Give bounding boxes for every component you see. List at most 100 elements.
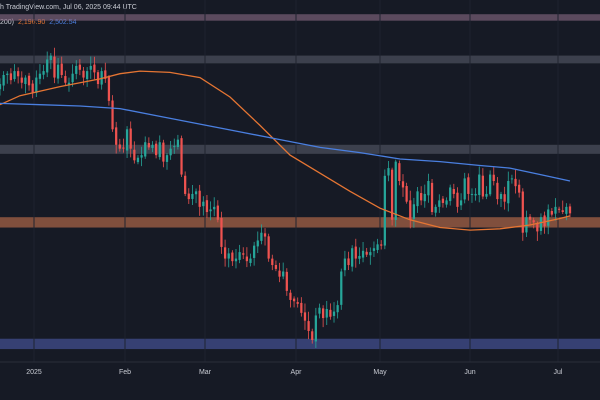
candle-body (412, 204, 416, 219)
candle-body (129, 128, 132, 149)
candle-body (140, 155, 143, 158)
candle-body (314, 315, 317, 342)
candle-body (518, 184, 521, 193)
candle-body (184, 175, 187, 194)
candle (191, 184, 194, 205)
candle-body (187, 193, 190, 200)
candle (202, 196, 205, 216)
candle-body (42, 71, 45, 75)
candle (438, 194, 441, 213)
candle (165, 153, 169, 170)
moving-average-legend: 200) 2,196.90 2,502.54 (0, 19, 77, 26)
candle-body (543, 215, 546, 227)
candle-body (249, 258, 252, 263)
candle (136, 155, 140, 165)
candle-body (423, 193, 426, 202)
candle (158, 135, 161, 160)
candle-body (303, 312, 307, 321)
candle-body (470, 193, 474, 195)
candle-body (536, 223, 539, 232)
candle (336, 300, 339, 319)
candle-body (53, 56, 56, 78)
candle-body (492, 174, 495, 181)
candle-body (6, 73, 9, 75)
candle (220, 211, 223, 254)
candle-body (463, 178, 466, 200)
candle-body (369, 252, 372, 256)
candle-body (198, 190, 201, 207)
candle (518, 179, 521, 198)
x-tick-2025: 2025 (26, 369, 42, 376)
candlestick-series (0, 47, 572, 348)
candle (300, 297, 303, 317)
candle-body (78, 64, 81, 70)
candle (311, 328, 314, 344)
candle-body (521, 191, 524, 233)
candle-body (154, 143, 158, 156)
candle-body (452, 189, 455, 194)
candle-body (263, 233, 267, 237)
candle-body (205, 200, 209, 213)
candle-body (82, 70, 85, 78)
candle-body (278, 270, 281, 277)
candle (49, 53, 52, 70)
candle (539, 213, 543, 235)
candle-body (489, 174, 492, 195)
candle (154, 140, 158, 159)
candle-body (510, 178, 514, 180)
candle-body (351, 248, 354, 267)
candle-body (64, 76, 67, 83)
candle (17, 67, 20, 84)
candle-body (365, 251, 368, 255)
candle (38, 64, 42, 85)
candle-body (202, 201, 205, 207)
candle-body (499, 193, 503, 199)
candle-body (13, 71, 16, 80)
candle (223, 239, 227, 267)
candle (390, 167, 394, 226)
candle (238, 244, 241, 264)
candle-body (27, 75, 31, 86)
candle-body (347, 258, 350, 266)
x-tick-mar: Mar (199, 369, 212, 376)
x-tick-jun: Jun (464, 369, 475, 376)
candle (365, 247, 368, 258)
candle (227, 248, 230, 268)
candle-body (133, 149, 136, 161)
candle (532, 217, 535, 229)
candle (536, 221, 539, 241)
candle-body (358, 255, 361, 259)
candle-body (539, 217, 543, 231)
candle (430, 179, 434, 215)
candle-body (496, 182, 499, 200)
candle-body (528, 216, 532, 220)
candle-body (568, 206, 572, 214)
candle (445, 197, 448, 208)
candle-body (31, 83, 34, 94)
candle (543, 211, 546, 234)
candle (35, 70, 38, 98)
candle (6, 71, 9, 84)
candle (561, 200, 564, 215)
candle (325, 300, 328, 326)
candle-body (547, 209, 550, 226)
candle-body (162, 142, 165, 162)
candle-body (405, 186, 408, 202)
candle-body (191, 193, 194, 199)
candle-body (420, 193, 423, 201)
candle-body (456, 192, 459, 207)
candle (111, 95, 114, 132)
candle-body (532, 220, 535, 223)
candle (467, 173, 470, 201)
candle-body (144, 142, 147, 157)
candle-body (380, 244, 383, 246)
candle-body (343, 258, 347, 271)
candle-body (401, 181, 405, 188)
candle (361, 241, 365, 263)
candle (162, 139, 165, 168)
candle (405, 182, 408, 204)
candle (75, 60, 78, 80)
candle-body (554, 206, 557, 214)
candle-body (285, 271, 288, 291)
